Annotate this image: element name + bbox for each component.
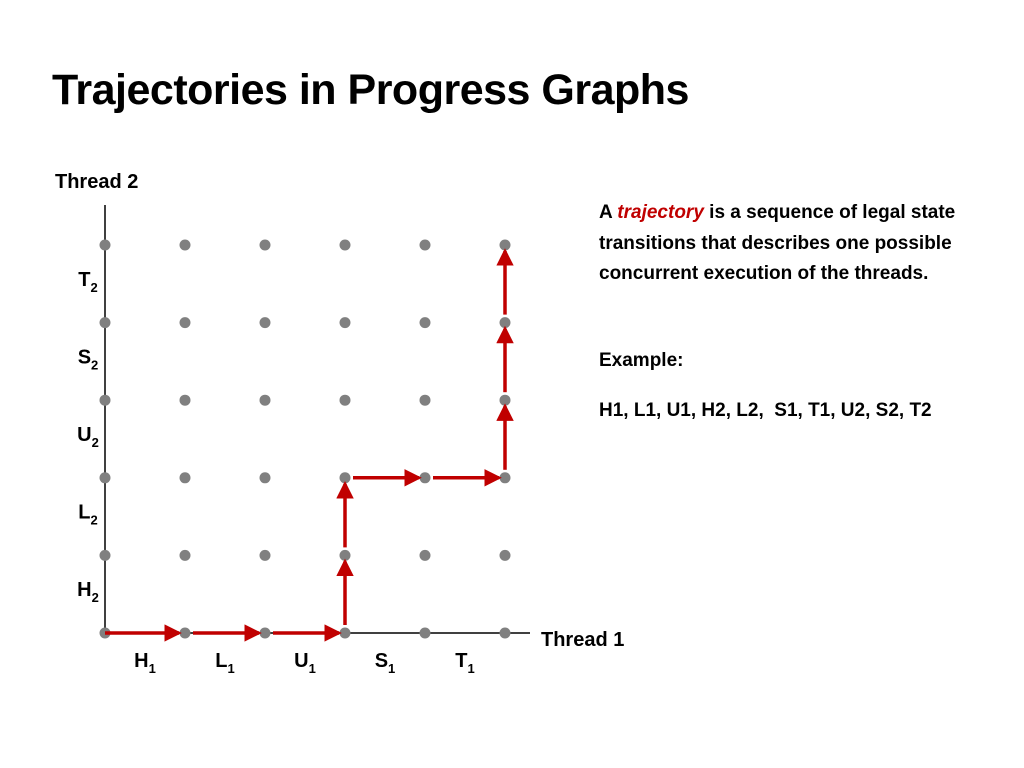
grid-dot: [419, 627, 431, 639]
grid-dot: [179, 394, 191, 406]
grid-dot: [339, 627, 351, 639]
grid-dot: [499, 239, 511, 251]
grid-dot: [499, 549, 511, 561]
grid-dot: [99, 394, 111, 406]
x-tick-t1: T1: [455, 650, 474, 676]
x-tick-l1: L1: [215, 650, 234, 676]
grid-dot: [499, 472, 511, 484]
grid-dot: [339, 472, 351, 484]
y-tick-t2: T2: [78, 269, 97, 295]
y-axis-label: Thread 2: [55, 171, 138, 193]
x-tick-u1: U1: [294, 650, 316, 676]
grid-dot: [499, 317, 511, 329]
grid-dot: [99, 317, 111, 329]
grid-dot: [259, 627, 271, 639]
grid-dot: [419, 239, 431, 251]
example-label: Example:: [599, 350, 684, 371]
grid-dot: [179, 317, 191, 329]
grid-dot: [99, 549, 111, 561]
grid-dot: [259, 394, 271, 406]
example-sequence: H1, L1, U1, H2, L2, S1, T1, U2, S2, T2: [599, 400, 932, 421]
grid-dot: [179, 239, 191, 251]
slide-title: Trajectories in Progress Graphs: [52, 66, 689, 114]
grid-dot: [339, 549, 351, 561]
grid-dot: [419, 394, 431, 406]
x-tick-s1: S1: [375, 650, 396, 676]
grid-dot: [339, 317, 351, 329]
grid-dot: [339, 394, 351, 406]
y-tick-s2: S2: [78, 346, 99, 372]
grid-dot: [499, 627, 511, 639]
x-tick-h1: H1: [134, 650, 156, 676]
grid-dot: [179, 549, 191, 561]
grid-dot: [419, 549, 431, 561]
grid-dot: [259, 239, 271, 251]
x-axis-label: Thread 1: [541, 629, 624, 651]
grid-dot: [179, 627, 191, 639]
description-prefix: A: [599, 202, 618, 223]
grid-dot: [419, 317, 431, 329]
y-tick-u2: U2: [77, 424, 99, 450]
grid-dot: [99, 472, 111, 484]
grid-dot: [419, 472, 431, 484]
grid-dot: [99, 239, 111, 251]
description-highlight: trajectory: [617, 202, 704, 223]
grid-dot: [259, 549, 271, 561]
grid-dot: [259, 472, 271, 484]
grid-dot: [499, 394, 511, 406]
y-tick-l2: L2: [78, 502, 97, 528]
description-suffix: is a sequence of legal state transitions…: [599, 202, 956, 284]
grid-dot: [339, 239, 351, 251]
grid-dot: [259, 317, 271, 329]
y-tick-h2: H2: [77, 579, 99, 605]
grid-dot: [179, 472, 191, 484]
trajectory-description: A trajectory is a sequence of legal stat…: [599, 198, 999, 290]
